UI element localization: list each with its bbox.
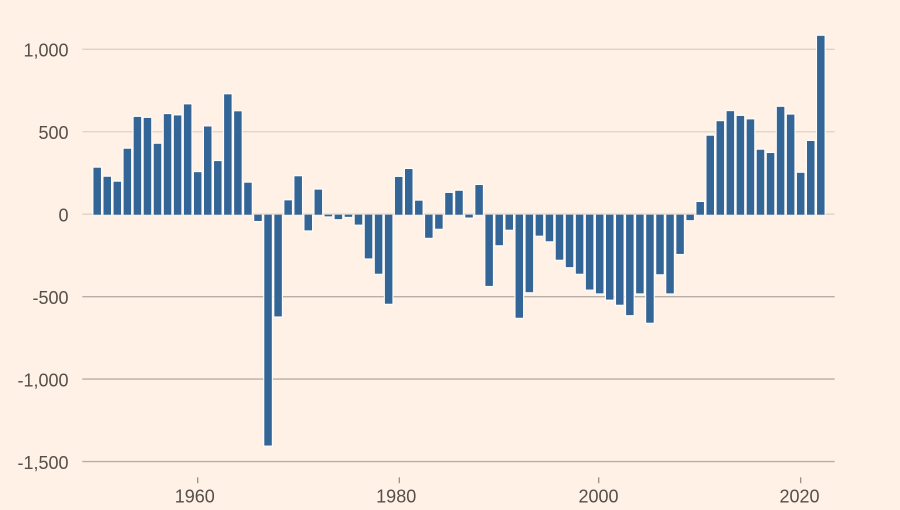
svg-text:1,000: 1,000	[23, 41, 68, 61]
svg-text:2000: 2000	[578, 486, 618, 506]
svg-text:-1,000: -1,000	[17, 371, 68, 391]
svg-text:1980: 1980	[376, 486, 416, 506]
svg-text:500: 500	[38, 123, 68, 143]
svg-text:1960: 1960	[175, 486, 215, 506]
svg-text:-1,500: -1,500	[17, 453, 68, 473]
svg-text:2020: 2020	[779, 486, 819, 506]
svg-text:-500: -500	[32, 288, 68, 308]
svg-text:0: 0	[58, 206, 68, 226]
